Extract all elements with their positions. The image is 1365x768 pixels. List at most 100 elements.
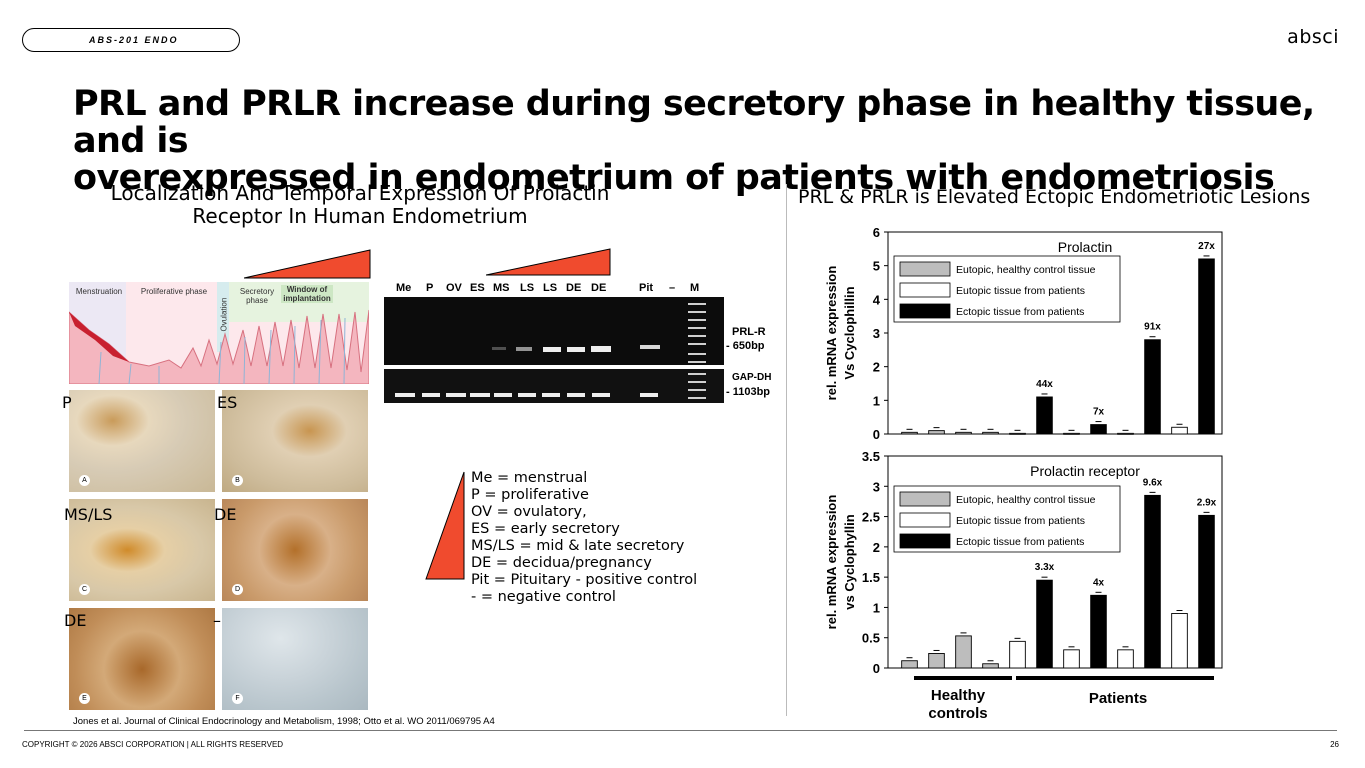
panel-label-de-2: DE	[64, 611, 87, 630]
gel-lane-ms: MS	[493, 282, 510, 294]
page-number: 26	[1330, 740, 1339, 749]
title-line-1: PRL and PRLR increase during secretory p…	[73, 84, 1315, 161]
chart-2-legend-swatch-healthy	[899, 491, 951, 507]
chart-1-bar-label-6: 44x	[1036, 379, 1053, 390]
ihc-panel-f: F	[222, 608, 368, 710]
chart-2-bar-6	[1036, 579, 1053, 669]
chart-1-bar-label-10: 91x	[1144, 322, 1161, 333]
left-heading-line-2: Receptor In Human Endometrium	[192, 204, 528, 228]
chart-2-legend-label-healthy: Eutopic, healthy control tissue	[956, 494, 1096, 506]
gel-image	[384, 297, 724, 403]
rt-pcr-gel-figure: Me P OV ES MS LS LS DE DE Pit – M	[384, 282, 784, 406]
chart-2-legend-box	[893, 485, 1121, 553]
chart-2-legend-label-ectopic: Ectopic tissue from patients	[956, 536, 1084, 548]
chart-2-bar-10	[1144, 494, 1161, 669]
chart-1-bar-9	[1117, 432, 1134, 435]
chart-1-bar-7	[1063, 432, 1080, 435]
ihc-panel-e: E	[69, 608, 215, 710]
endometrium-profile-illustration	[69, 309, 369, 384]
chart-2-legend-swatch-eutopic	[899, 512, 951, 528]
panel-tag-e: E	[79, 693, 90, 704]
chart-2-frame	[887, 455, 1223, 669]
gel-lane-de-2: DE	[591, 282, 607, 294]
chart-1-bar-8	[1090, 424, 1107, 435]
chart-2-ytick-label: 0	[873, 661, 880, 676]
copyright: COPYRIGHT © 2026 ABSCI CORPORATION | ALL…	[22, 740, 284, 749]
chart-1-title: Prolactin	[1058, 239, 1112, 255]
chart-1-bar-10	[1144, 339, 1161, 435]
deck-tag-pill: ABS-201 ENDO	[22, 28, 240, 52]
chart-2-ytick-label: 0.5	[862, 631, 880, 646]
chart-1-legend-swatch-ectopic	[899, 303, 951, 319]
chart-1-legend-label-ectopic: Ectopic tissue from patients	[956, 306, 1084, 318]
patients-group-bracket	[1016, 676, 1214, 680]
chart-2-ytick-label: 3	[873, 479, 880, 494]
citation: Jones et al. Journal of Clinical Endocri…	[73, 716, 495, 727]
left-heading-line-1: Localization And Temporal Expression Of …	[110, 181, 610, 205]
panel-label-p: P	[62, 393, 72, 412]
chart-2-bar-8	[1090, 594, 1107, 669]
chart-2-bar-7	[1063, 649, 1080, 669]
chart-2-ytick-label: 1.5	[862, 570, 880, 585]
gel-lane-p: P	[426, 282, 434, 294]
absci-logo: absci	[1287, 26, 1339, 48]
chart-2-bar-label-12: 2.9x	[1197, 497, 1217, 508]
title-line-2: overexpressed in endometrium of patients…	[73, 158, 1275, 198]
panel-tag-c: C	[79, 584, 90, 595]
legend-ov: OV = ovulatory,	[471, 504, 587, 520]
deck-tag: ABS-201 ENDO	[89, 35, 179, 45]
gel-label-650bp: - 650bp	[726, 340, 765, 352]
panel-label-es: ES	[217, 393, 238, 412]
panel-label-negative: –	[213, 611, 221, 630]
ihc-panel-a: A	[69, 390, 215, 492]
chart-1-legend-label-healthy: Eutopic, healthy control tissue	[956, 264, 1096, 276]
group-label-healthy: Healthy	[931, 687, 986, 704]
expression-triangle-gel	[486, 248, 611, 276]
chart-2-title: Prolactin receptor	[1030, 463, 1140, 479]
chart-1-legend-box	[893, 255, 1121, 323]
chart-2-bar-5	[1009, 640, 1026, 669]
chart-1-legend-swatch-healthy	[899, 261, 951, 277]
legend-p: P = proliferative	[471, 487, 589, 503]
chart-2-bar-12	[1198, 514, 1215, 669]
chart-2-bar-2	[928, 653, 945, 669]
chart-1-bar-4	[982, 431, 999, 435]
chart-2-legend-label-eutopic: Eutopic tissue from patients	[956, 515, 1085, 527]
gel-label-prl-r: PRL-R	[732, 326, 766, 338]
healthy-group-bracket	[914, 676, 1012, 680]
legend-triangle	[425, 471, 465, 580]
chart-1-bar-label-8: 7x	[1093, 407, 1105, 418]
phase-proliferative: Proliferative phase	[140, 287, 208, 296]
chart-2-legend-swatch-ectopic	[899, 533, 951, 549]
chart-1-legend-swatch-eutopic	[899, 282, 951, 298]
chart-2-ytick-label: 2	[873, 540, 880, 555]
gel-lane-de-1: DE	[566, 282, 582, 294]
chart-2-bar-4	[982, 663, 999, 669]
chart-1-ytick-label: 1	[873, 393, 880, 408]
chart-2-bar-3	[955, 635, 972, 669]
chart-2-ytick-label: 3.5	[862, 449, 880, 464]
chart-1-ytick-label: 6	[873, 225, 880, 240]
chart-2-bar-1	[901, 660, 918, 669]
gel-lane-ls-1: LS	[520, 282, 535, 294]
chart-2-bar-label-6: 3.3x	[1035, 562, 1055, 573]
legend-pit: Pit = Pituitary - positive control	[471, 572, 698, 588]
gel-label-1103bp: - 1103bp	[726, 386, 771, 398]
phase-secretory: Secretory phase	[239, 287, 275, 305]
legend-me: Me = menstrual	[471, 470, 588, 486]
gel-lane-negative: –	[669, 282, 676, 294]
abbreviation-legend: Me = menstrual P = proliferative OV = ov…	[471, 470, 697, 606]
chart-2-bar-9	[1117, 649, 1134, 669]
legend-es: ES = early secretory	[471, 521, 620, 537]
ihc-panel-d: D	[222, 499, 368, 601]
chart-1-bar-12	[1198, 258, 1215, 435]
chart-2-bar-11	[1171, 613, 1188, 669]
gel-lane-ov: OV	[446, 282, 462, 294]
legend-de: DE = decidua/pregnancy	[471, 555, 652, 571]
group-label-controls: controls	[928, 705, 987, 722]
chart-2-ytick-label: 1	[873, 600, 880, 615]
endometrium-phase-diagram: Menstruation Proliferative phase Ovulati…	[69, 282, 369, 384]
chart-1-ytick-label: 4	[873, 292, 881, 307]
chart-1-bar-11	[1171, 426, 1188, 435]
